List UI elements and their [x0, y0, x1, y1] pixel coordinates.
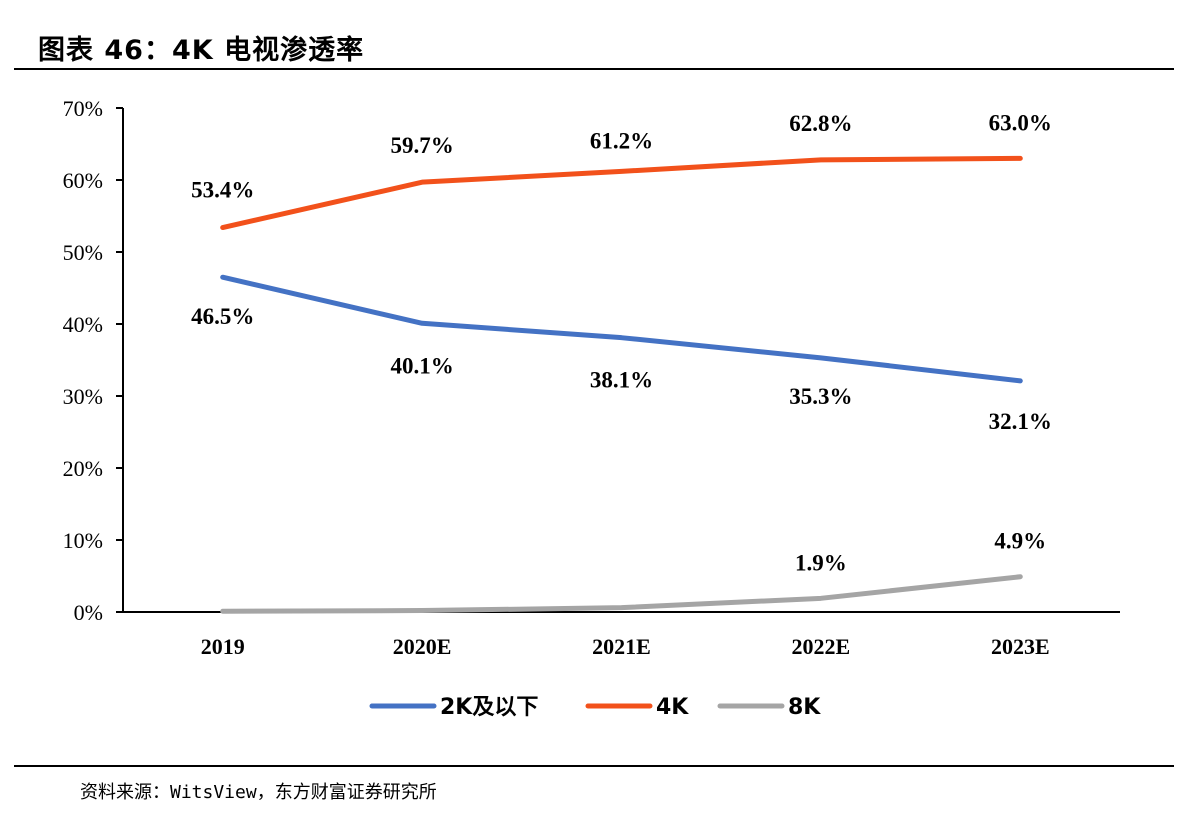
- line-chart: 0% 10% 20% 30% 40% 50% 60% 70% 2019 2020E 2021E 202…: [63, 96, 1120, 720]
- legend-label: 2K及以下: [440, 695, 538, 720]
- data-label: 61.2%: [590, 128, 653, 153]
- y-tick-label: 0%: [74, 600, 103, 625]
- legend-label: 4K: [656, 695, 689, 720]
- y-tick-label: 10%: [63, 528, 103, 553]
- data-label: 62.8%: [789, 111, 852, 136]
- x-tick-label: 2022E: [792, 634, 851, 659]
- y-tick-label: 20%: [63, 456, 103, 481]
- series-line-1: [220, 274, 1023, 384]
- data-label: 35.3%: [789, 384, 852, 409]
- data-label: 46.5%: [191, 304, 254, 329]
- x-tick-label: 2023E: [991, 634, 1050, 659]
- chart-title: 图表 46：4K 电视渗透率: [38, 35, 365, 66]
- data-label: 38.1%: [590, 368, 653, 393]
- x-tick-label: 2021E: [592, 634, 651, 659]
- y-tick-label: 50%: [63, 240, 103, 265]
- data-label: 40.1%: [390, 353, 453, 378]
- y-tick-label: 70%: [63, 96, 103, 121]
- x-tick-label: 2020E: [393, 634, 452, 659]
- series-line-2: [220, 155, 1023, 231]
- y-tick-label: 60%: [63, 168, 103, 193]
- data-label: 53.4%: [191, 178, 254, 203]
- data-label: 59.7%: [390, 133, 453, 158]
- data-label: 1.9%: [795, 550, 847, 575]
- bottom-rule: [14, 765, 1174, 767]
- x-tick-label: 2019: [201, 634, 245, 659]
- data-label: 63.0%: [989, 110, 1052, 135]
- data-label: 4.9%: [994, 529, 1046, 554]
- source-note: 资料来源：WitsView，东方财富证券研究所: [80, 782, 437, 803]
- data-label: 32.1%: [989, 409, 1052, 434]
- y-tick-label: 30%: [63, 384, 103, 409]
- top-rule: [14, 68, 1174, 70]
- series-line-3: [220, 574, 1023, 614]
- legend-label: 8K: [788, 695, 821, 720]
- y-tick-label: 40%: [63, 312, 103, 337]
